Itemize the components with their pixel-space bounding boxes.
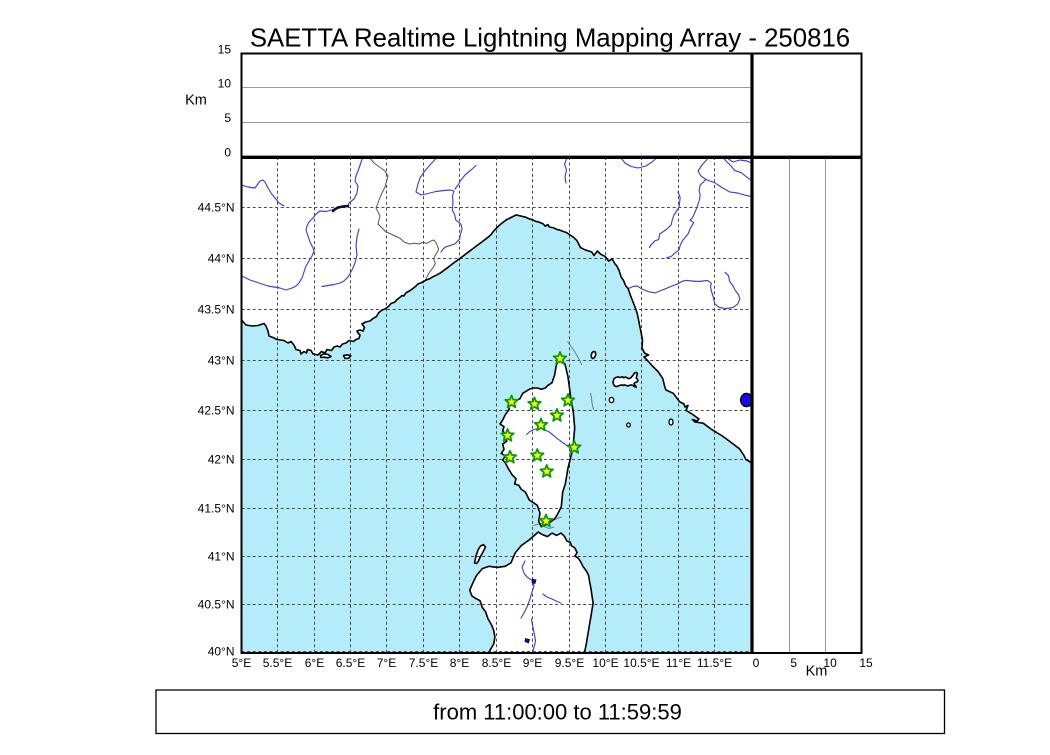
svg-text:40°N: 40°N (208, 645, 235, 659)
svg-text:40.5°N: 40.5°N (198, 598, 235, 612)
svg-text:5: 5 (790, 656, 797, 670)
svg-text:10: 10 (823, 656, 837, 670)
svg-text:SAETTA Realtime Lightning Mapp: SAETTA Realtime Lightning Mapping Array … (250, 25, 850, 53)
svg-text:9.5°E: 9.5°E (555, 656, 584, 670)
svg-text:11°E: 11°E (666, 656, 691, 670)
svg-text:5.5°E: 5.5°E (263, 656, 292, 670)
svg-text:7.5°E: 7.5°E (409, 656, 438, 670)
svg-text:from 11:00:00 to 11:59:59: from 11:00:00 to 11:59:59 (433, 700, 682, 725)
svg-text:10: 10 (218, 77, 232, 91)
svg-text:0: 0 (753, 656, 760, 670)
svg-text:44°N: 44°N (208, 252, 235, 266)
svg-text:15: 15 (218, 43, 232, 57)
svg-text:6°E: 6°E (305, 656, 324, 670)
svg-text:41°N: 41°N (208, 550, 235, 564)
svg-text:8°E: 8°E (450, 656, 469, 670)
svg-text:5°E: 5°E (232, 656, 251, 670)
svg-text:43°N: 43°N (208, 354, 235, 368)
svg-text:9°E: 9°E (523, 656, 542, 670)
svg-text:10°E: 10°E (592, 656, 618, 670)
svg-text:Km: Km (806, 664, 828, 680)
svg-text:42.5°N: 42.5°N (198, 404, 235, 418)
svg-text:Km: Km (185, 93, 207, 109)
svg-text:6.5°E: 6.5°E (336, 656, 365, 670)
svg-text:15: 15 (859, 656, 873, 670)
svg-text:5: 5 (224, 111, 231, 125)
svg-text:42°N: 42°N (208, 453, 235, 467)
svg-text:7°E: 7°E (377, 656, 396, 670)
svg-text:0: 0 (224, 146, 231, 160)
svg-text:41.5°N: 41.5°N (198, 502, 235, 516)
svg-text:43.5°N: 43.5°N (198, 303, 235, 317)
svg-text:10.5°E: 10.5°E (623, 656, 659, 670)
svg-text:44.5°N: 44.5°N (198, 201, 235, 215)
svg-text:11.5°E: 11.5°E (697, 656, 732, 670)
svg-text:8.5°E: 8.5°E (482, 656, 511, 670)
